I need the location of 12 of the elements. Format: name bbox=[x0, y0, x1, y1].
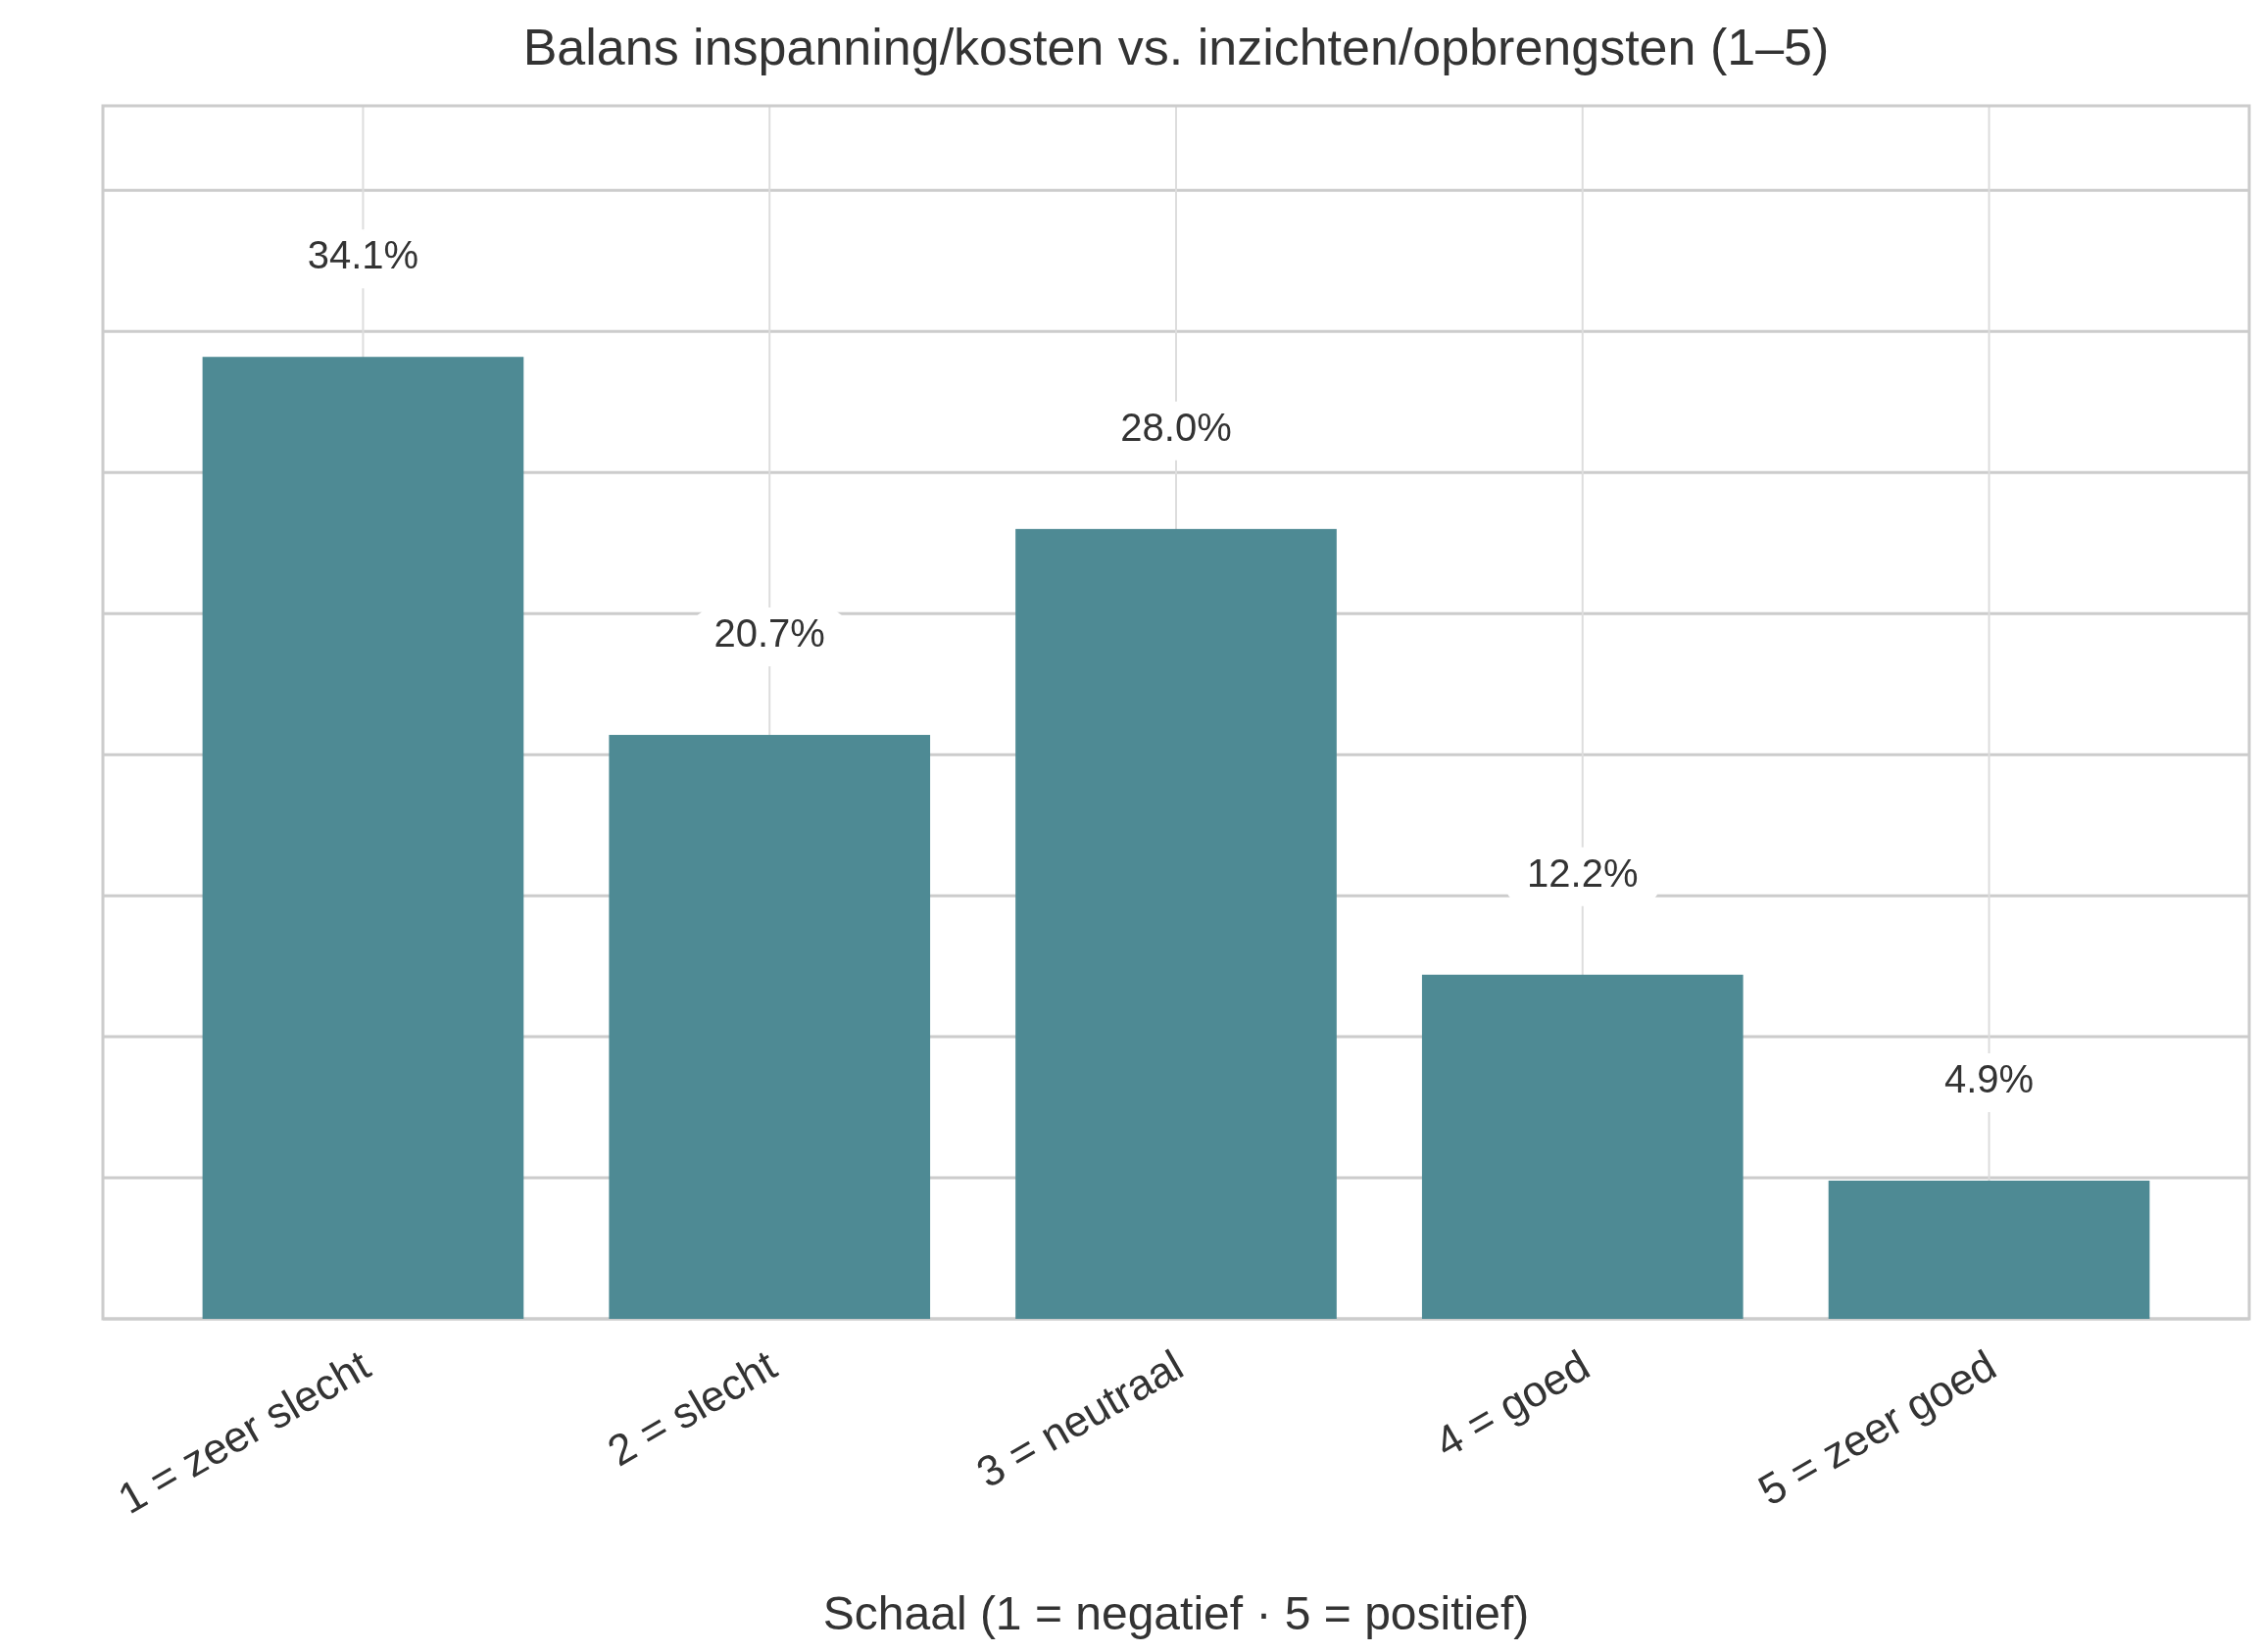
bar bbox=[1421, 974, 1744, 1319]
data-label: 34.1% bbox=[307, 233, 419, 277]
bar bbox=[1828, 1180, 2150, 1319]
data-label: 28.0% bbox=[1120, 405, 1232, 449]
data-label: 12.2% bbox=[1527, 850, 1639, 895]
chart-title: Balans inspanning/kosten vs. inzichten/opbrengsten (1–5) bbox=[522, 19, 1830, 75]
bar bbox=[609, 735, 931, 1319]
bar bbox=[1015, 528, 1337, 1319]
data-label: 20.7% bbox=[713, 611, 825, 656]
data-label: 4.9% bbox=[1943, 1056, 2035, 1100]
bar bbox=[202, 357, 524, 1319]
x-axis-title: Schaal (1 = negatief · 5 = positief) bbox=[822, 1587, 1530, 1639]
